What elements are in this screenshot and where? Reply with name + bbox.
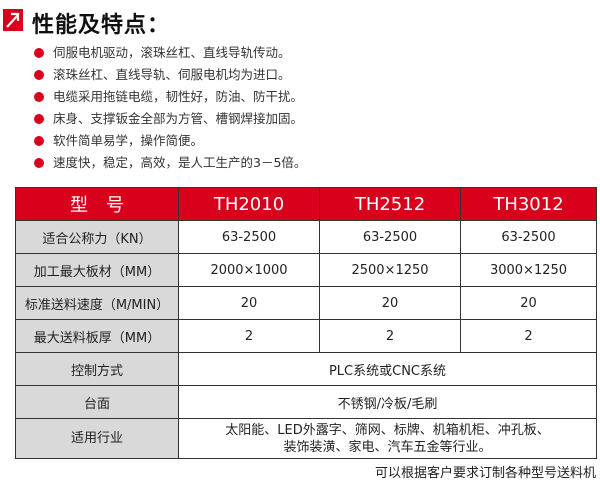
cell: 2	[460, 319, 597, 353]
list-item: 滚珠丝杠、直线导轨、伺服电机均为进口。	[34, 64, 306, 86]
table-row: 加工最大板材（MM） 2000×1000 2500×1250 3000×1250	[15, 253, 597, 287]
row-label: 加工最大板材（MM）	[15, 253, 179, 287]
feature-text: 软件简单易学，操作简便。	[53, 133, 204, 148]
cell: 63-2500	[460, 220, 597, 254]
row-label: 台面	[15, 385, 179, 419]
cell: 太阳能、LED外露字、筛网、标牌、机箱机柜、冲孔板、 装饰装潢、家电、汽车五金等行…	[178, 418, 597, 459]
feature-text: 电缆采用拖链电缆，韧性好，防油、防干扰。	[53, 89, 304, 104]
spec-table: 型 号 TH2010 TH2512 TH3012 适合公称力（KN） 63-250…	[15, 187, 597, 459]
row-label: 适合公称力（KN）	[15, 220, 179, 254]
arrow-up-right-icon	[3, 9, 23, 31]
row-label: 适用行业	[15, 418, 179, 459]
bullet-icon	[34, 136, 44, 146]
bullet-icon	[34, 70, 44, 80]
feature-text: 床身、支撑钣金全部为方管、槽钢焊接加固。	[53, 111, 304, 126]
table-header: 型 号 TH2010 TH2512 TH3012	[15, 187, 597, 221]
header-th3012: TH3012	[460, 187, 597, 221]
header-th2010: TH2010	[178, 187, 320, 221]
table-row: 适合公称力（KN） 63-2500 63-2500 63-2500	[15, 220, 597, 254]
cell: PLC系统或CNC系统	[178, 352, 597, 386]
feature-text: 速度快，稳定，高效，是人工生产的3－5倍。	[53, 155, 307, 170]
bullet-icon	[34, 114, 44, 124]
feature-text: 伺服电机驱动，滚珠丝杠、直线导轨传动。	[53, 45, 291, 60]
cell: 2	[178, 319, 320, 353]
cell: 20	[178, 286, 320, 320]
cell-line: 装饰装潢、家电、汽车五金等行业。	[283, 439, 492, 455]
table-row: 最大送料板厚（MM） 2 2 2	[15, 319, 597, 353]
cell: 63-2500	[319, 220, 461, 254]
header-th2512: TH2512	[319, 187, 461, 221]
cell-line: 太阳能、LED外露字、筛网、标牌、机箱机柜、冲孔板、	[225, 422, 550, 438]
list-item: 软件简单易学，操作简便。	[34, 130, 306, 152]
table-row: 台面 不锈钢/冷板/毛刷	[15, 385, 597, 419]
list-item: 电缆采用拖链电缆，韧性好，防油、防干扰。	[34, 86, 306, 108]
bullet-icon	[34, 92, 44, 102]
bullet-icon	[34, 48, 44, 58]
cell: 2	[319, 319, 461, 353]
table-row: 标准送料速度（M/MIN） 20 20 20	[15, 286, 597, 320]
cell: 2000×1000	[178, 253, 320, 287]
table-row: 适用行业 太阳能、LED外露字、筛网、标牌、机箱机柜、冲孔板、 装饰装潢、家电、汽车…	[15, 418, 597, 459]
cell: 3000×1250	[460, 253, 597, 287]
feature-list: 伺服电机驱动，滚珠丝杠、直线导轨传动。 滚珠丝杠、直线导轨、伺服电机均为进口。 …	[34, 42, 306, 174]
row-label: 标准送料速度（M/MIN）	[15, 286, 179, 320]
footer-note: 可以根据客户要求订制各种型号送料机	[374, 466, 596, 481]
cell: 63-2500	[178, 220, 320, 254]
cell: 2500×1250	[319, 253, 461, 287]
row-label: 控制方式	[15, 352, 179, 386]
row-label: 最大送料板厚（MM）	[15, 319, 179, 353]
feature-text: 滚珠丝杠、直线导轨、伺服电机均为进口。	[53, 67, 291, 82]
header-model: 型 号	[15, 187, 179, 221]
cell: 不锈钢/冷板/毛刷	[178, 385, 597, 419]
table-row: 控制方式 PLC系统或CNC系统	[15, 352, 597, 386]
cell: 20	[460, 286, 597, 320]
list-item: 伺服电机驱动，滚珠丝杠、直线导轨传动。	[34, 42, 306, 64]
list-item: 床身、支撑钣金全部为方管、槽钢焊接加固。	[34, 108, 306, 130]
list-item: 速度快，稳定，高效，是人工生产的3－5倍。	[34, 152, 306, 174]
bullet-icon	[34, 158, 44, 168]
section-title: 性能及特点：	[32, 13, 171, 38]
cell: 20	[319, 286, 461, 320]
